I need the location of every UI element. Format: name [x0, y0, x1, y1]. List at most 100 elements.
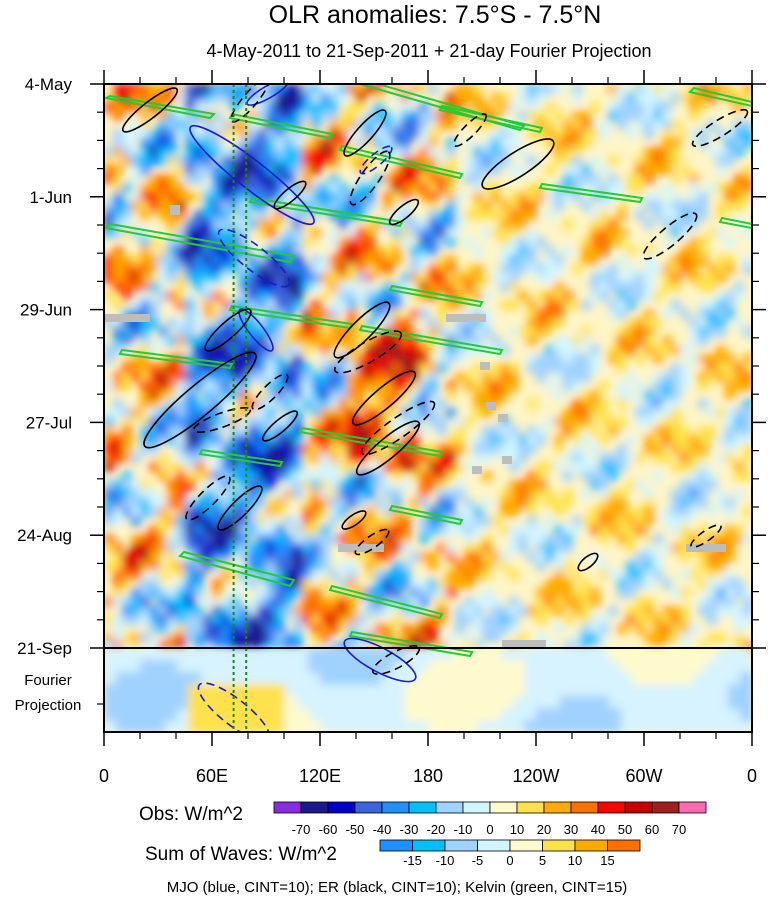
obs-colorbar-label: 0: [486, 822, 493, 837]
obs-cell: [194, 498, 204, 508]
obs-colorbar-swatch: [273, 801, 302, 814]
obs-cell: [185, 111, 195, 121]
obs-cell: [455, 327, 465, 337]
obs-cell: [626, 327, 636, 337]
obs-cell: [356, 399, 366, 409]
obs-cell: [347, 399, 357, 409]
obs-cell: [572, 93, 582, 103]
obs-cell: [221, 84, 231, 94]
obs-cell: [374, 246, 384, 256]
obs-cell: [410, 399, 420, 409]
obs-cell: [392, 417, 402, 427]
obs-cell: [509, 282, 519, 292]
obs-cell: [392, 381, 402, 391]
obs-cell: [617, 498, 627, 508]
obs-cell: [257, 399, 267, 409]
projection-cell: [632, 648, 645, 661]
obs-cell: [140, 327, 150, 337]
obs-cell: [149, 498, 159, 508]
obs-cell: [320, 390, 330, 400]
obs-cell: [257, 291, 267, 301]
obs-cell: [374, 435, 384, 445]
obs-cell: [176, 246, 186, 256]
obs-cell: [437, 399, 447, 409]
projection-cell: [368, 648, 381, 661]
obs-cell: [338, 507, 348, 517]
obs-cell: [302, 552, 312, 562]
obs-cell: [428, 183, 438, 193]
obs-cell: [176, 453, 186, 463]
obs-cell: [455, 210, 465, 220]
obs-cell: [248, 156, 258, 166]
obs-cell: [644, 390, 654, 400]
projection-cell: [440, 708, 453, 721]
obs-cell: [347, 390, 357, 400]
obs-cell: [167, 246, 177, 256]
obs-cell: [284, 570, 294, 580]
obs-cell: [266, 345, 276, 355]
projection-cell: [176, 672, 189, 685]
obs-cell: [293, 156, 303, 166]
obs-cell: [581, 633, 591, 643]
obs-cell: [149, 345, 159, 355]
obs-cell: [446, 228, 456, 238]
obs-cell: [518, 255, 528, 265]
obs-cell: [428, 246, 438, 256]
er-contour: [481, 138, 555, 190]
obs-cell: [446, 489, 456, 499]
obs-cell: [347, 561, 357, 571]
obs-cell: [428, 363, 438, 373]
obs-cell: [680, 255, 690, 265]
obs-cell: [149, 417, 159, 427]
projection-cell: [548, 708, 561, 721]
obs-cell: [410, 156, 420, 166]
obs-cell: [698, 237, 708, 247]
obs-cell: [293, 363, 303, 373]
obs-cell: [167, 435, 177, 445]
obs-cell: [203, 426, 213, 436]
obs-cell: [698, 426, 708, 436]
obs-cell: [356, 237, 366, 247]
obs-cell: [446, 453, 456, 463]
projection-cell: [644, 672, 657, 685]
obs-cell: [482, 183, 492, 193]
obs-cell: [653, 264, 663, 274]
obs-cell: [212, 354, 222, 364]
obs-cell: [284, 588, 294, 598]
obs-cell: [131, 84, 141, 94]
obs-cell: [644, 291, 654, 301]
obs-cell: [329, 363, 339, 373]
missing-patch: [498, 414, 508, 422]
obs-cell: [707, 480, 717, 490]
obs-cell: [590, 192, 600, 202]
obs-cell: [311, 93, 321, 103]
obs-cell: [257, 156, 267, 166]
obs-cell: [239, 309, 249, 319]
obs-cell: [644, 399, 654, 409]
projection-cell: [128, 684, 141, 697]
obs-cell: [203, 201, 213, 211]
obs-cell: [590, 228, 600, 238]
obs-cell: [221, 210, 231, 220]
obs-cell: [383, 372, 393, 382]
obs-cell: [527, 300, 537, 310]
obs-cell: [104, 264, 114, 274]
obs-cell: [653, 372, 663, 382]
obs-cell: [113, 327, 123, 337]
obs-cell: [221, 336, 231, 346]
obs-cell: [158, 327, 168, 337]
obs-cell: [239, 453, 249, 463]
er-contour: [690, 524, 722, 548]
obs-cell: [635, 381, 645, 391]
obs-cell: [473, 525, 483, 535]
obs-cell: [581, 246, 591, 256]
obs-cell: [572, 156, 582, 166]
obs-cell: [239, 318, 249, 328]
obs-cell: [617, 417, 627, 427]
obs-cell: [329, 84, 339, 94]
obs-cell: [464, 282, 474, 292]
obs-cell: [446, 93, 456, 103]
projection-cell: [368, 672, 381, 685]
obs-cell: [500, 507, 510, 517]
obs-cell: [104, 417, 114, 427]
